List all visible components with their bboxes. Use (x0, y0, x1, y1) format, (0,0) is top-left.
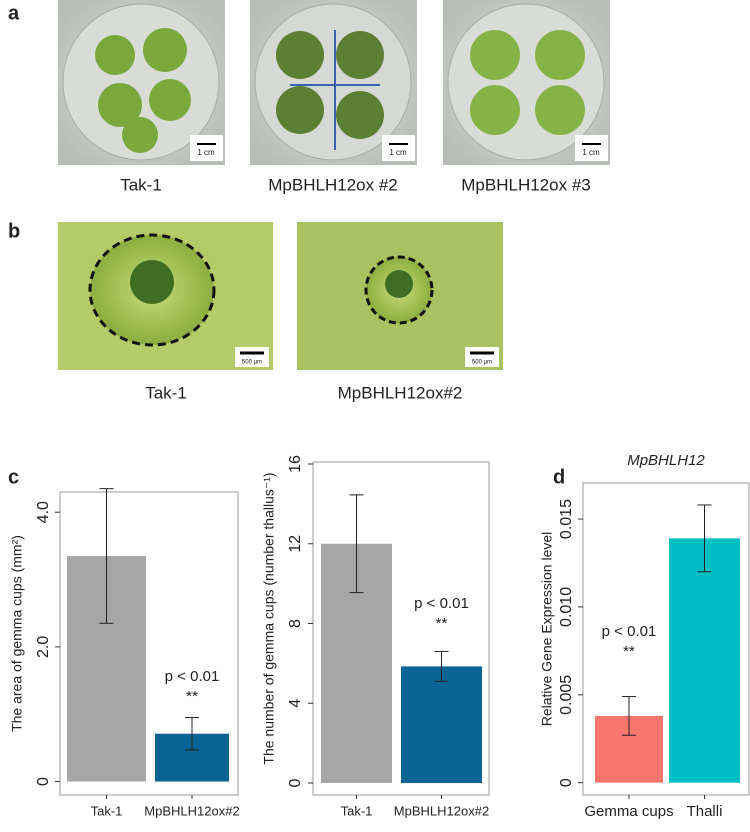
plot-frame (582, 482, 750, 796)
panel-label: c (8, 466, 19, 488)
panel-label: d (553, 466, 565, 488)
x-tick-label: Thalli (687, 803, 723, 820)
panel-label: b (8, 220, 20, 242)
y-tick-label: 4.0 (35, 501, 52, 523)
x-tick-label: Gemma cups (584, 803, 673, 820)
y-tick-label: 0.015 (558, 499, 575, 539)
y-tick-label: 0 (558, 778, 575, 787)
scale-label: 1 cm (582, 148, 600, 157)
photo (58, 0, 225, 165)
y-tick-label: 12 (287, 535, 304, 553)
photo (443, 0, 610, 165)
chart-title: MpBHLH12 (627, 452, 705, 469)
photo-caption: Tak-1 (145, 383, 187, 402)
significance: ** (623, 643, 635, 660)
y-axis-label: The number of gemma cups (number thallus… (261, 472, 277, 764)
scale-label: 500 µm (472, 360, 492, 366)
y-tick-label: 8 (287, 619, 304, 628)
significance: ** (186, 688, 198, 705)
photo-caption: MpBHLH12ox #3 (461, 175, 590, 194)
y-tick-label: 4 (287, 699, 304, 708)
plot-frame (312, 461, 490, 796)
scale-label: 500 µm (242, 360, 262, 366)
x-tick-label: MpBHLH12ox#2 (394, 803, 489, 818)
photo-caption: MpBHLH12ox #2 (268, 175, 397, 194)
y-tick-label: 0 (287, 778, 304, 787)
y-axis-label: The area of gemma cups (mm²) (9, 535, 25, 732)
panel-label: a (8, 2, 20, 24)
x-tick-label: Tak-1 (341, 803, 373, 818)
plot-frame (59, 491, 239, 796)
bar (401, 666, 482, 784)
y-tick-label: 0.010 (558, 587, 575, 627)
bar (669, 538, 740, 783)
photo-caption: Tak-1 (120, 175, 162, 194)
photo (297, 222, 503, 370)
photo (250, 0, 417, 165)
photo (58, 222, 273, 370)
x-tick-label: MpBHLH12ox#2 (144, 803, 239, 818)
annotation: p < 0.01 (414, 595, 469, 612)
y-axis-label: Relative Gene Expression level (539, 532, 555, 727)
annotation: p < 0.01 (602, 623, 657, 640)
significance: ** (436, 615, 448, 632)
annotation: p < 0.01 (165, 668, 220, 685)
y-tick-label: 16 (287, 455, 304, 473)
y-tick-label: 0 (35, 777, 52, 786)
y-tick-label: 2.0 (35, 636, 52, 658)
scale-label: 1 cm (389, 148, 407, 157)
x-tick-label: Tak-1 (91, 803, 123, 818)
scale-label: 1 cm (197, 148, 215, 157)
photo-caption: MpBHLH12ox#2 (338, 383, 463, 402)
y-tick-label: 0.005 (558, 675, 575, 715)
